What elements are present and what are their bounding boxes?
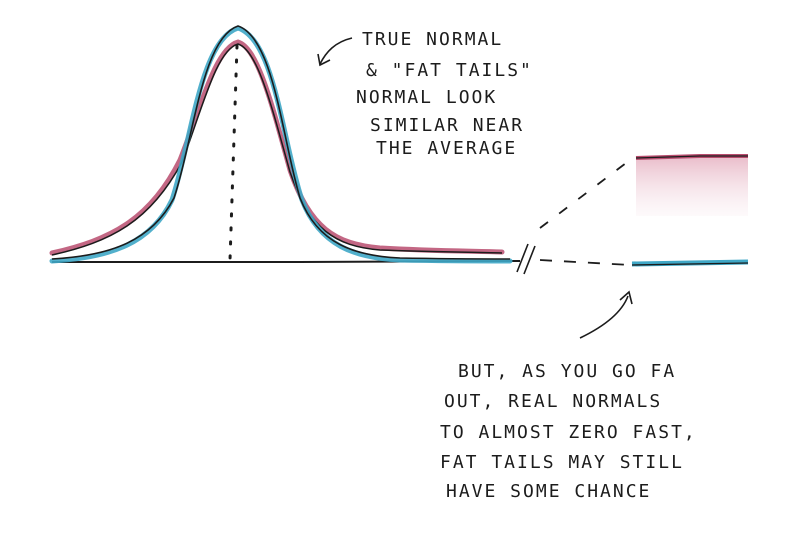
bottom-annotation-line-2: OUT, REAL NORMALS — [444, 391, 662, 412]
arrow-to-peak-head — [317, 53, 331, 67]
arrow-to-zoom-head — [619, 290, 633, 305]
zoom-dashed-line-bottom — [539, 259, 631, 266]
axis-break-mark — [516, 243, 536, 275]
top-annotation-line-1: TRUE NORMAL — [362, 29, 503, 50]
fat-tail-zoom-line-ink — [635, 155, 748, 159]
top-annotation-line-4: SIMILAR NEAR — [370, 115, 524, 136]
fat-tails-curve-color — [49, 39, 505, 256]
bottom-annotation-line-4: FAT TAILS MAY STILL — [440, 452, 684, 473]
bottom-annotation-line-1: BUT, AS YOU GO FA — [458, 361, 676, 382]
true-normal-tail-zoom-line — [631, 259, 749, 267]
arrow-to-zoom — [579, 295, 629, 339]
top-annotation-line-3: NORMAL LOOK — [356, 87, 497, 108]
zoom-dashed-line-top — [539, 159, 631, 229]
fat-tail-shading — [636, 158, 748, 216]
bottom-annotation: BUT, AS YOU GO FA OUT, REAL NORMALS TO A… — [440, 361, 697, 502]
bottom-annotation-line-3: TO ALMOST ZERO FAST, — [440, 422, 697, 443]
top-annotation: TRUE NORMAL & "FAT TAILS" NORMAL LOOK SI… — [356, 29, 533, 159]
arrow-to-peak — [319, 37, 353, 65]
top-annotation-line-2: & "FAT TAILS" — [366, 60, 533, 81]
right-edge-crop — [750, 0, 800, 560]
mean-dotted-line — [228, 44, 239, 262]
top-annotation-line-5: THE AVERAGE — [376, 138, 517, 159]
fat-tails-curve-ink — [51, 43, 503, 256]
bottom-annotation-line-5: HAVE SOME CHANCE — [446, 481, 651, 502]
true-normal-curve-ink — [51, 25, 511, 260]
true-normal-tail-zoom-line-ink — [631, 262, 749, 266]
